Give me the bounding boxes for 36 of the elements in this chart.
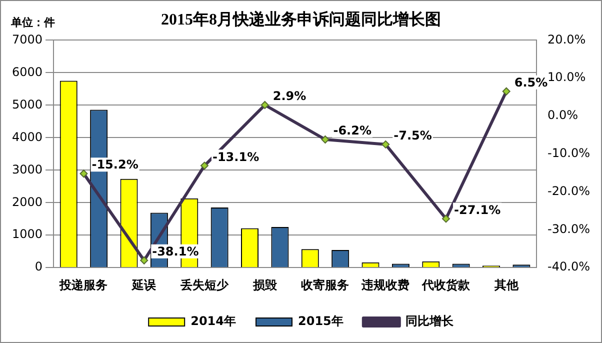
x-tick-label: 违规收费 <box>360 278 410 292</box>
data-label: -6.2% <box>333 124 372 138</box>
y2-tick-label: -10.0% <box>548 146 590 160</box>
x-tick-label: 丢失短少 <box>179 278 230 292</box>
data-label: -7.5% <box>394 128 432 143</box>
y-tick-label: 0 <box>34 260 43 274</box>
data-label: -15.2% <box>92 158 138 172</box>
y2-tick-label: -30.0% <box>548 222 590 236</box>
x-tick-label: 投递服务 <box>58 278 108 292</box>
legend-label: 2015年 <box>298 314 344 328</box>
chart-title: 2015年8月快递业务申诉问题同比增长图 <box>161 10 441 29</box>
data-label: -38.1% <box>152 244 199 259</box>
y-tick-label: 2000 <box>12 194 43 209</box>
x-tick-label: 延误 <box>131 278 158 292</box>
data-label: -27.1% <box>454 202 501 217</box>
legend-label: 2014年 <box>190 314 236 328</box>
y2-tick-label: 20.0% <box>548 32 586 46</box>
x-tick-label: 其他 <box>493 278 520 292</box>
legend-label: 同比增长 <box>405 314 454 328</box>
y-tick-label: 7000 <box>12 32 43 46</box>
y2-tick-label: -20.0% <box>548 184 590 198</box>
y2-tick-label: 0.0% <box>548 108 578 122</box>
y-tick-label: 6000 <box>12 64 43 79</box>
data-label: -13.1% <box>212 150 260 164</box>
y-tick-label: 4000 <box>12 130 43 144</box>
x-tick-label: 代收货款 <box>420 278 471 292</box>
y2-tick-label: -40.0% <box>548 260 590 274</box>
y2-tick-label: 10.0% <box>548 70 586 84</box>
data-label: 2.9% <box>272 89 306 104</box>
y-tick-label: 3000 <box>12 162 43 176</box>
x-tick-label: 损毁 <box>252 278 278 292</box>
x-tick-label: 收寄服务 <box>301 278 350 292</box>
y-tick-label: 1000 <box>12 227 43 242</box>
text: 单位：件 <box>11 15 55 30</box>
data-label: 6.5% <box>514 75 548 90</box>
y-tick-label: 5000 <box>12 97 43 112</box>
